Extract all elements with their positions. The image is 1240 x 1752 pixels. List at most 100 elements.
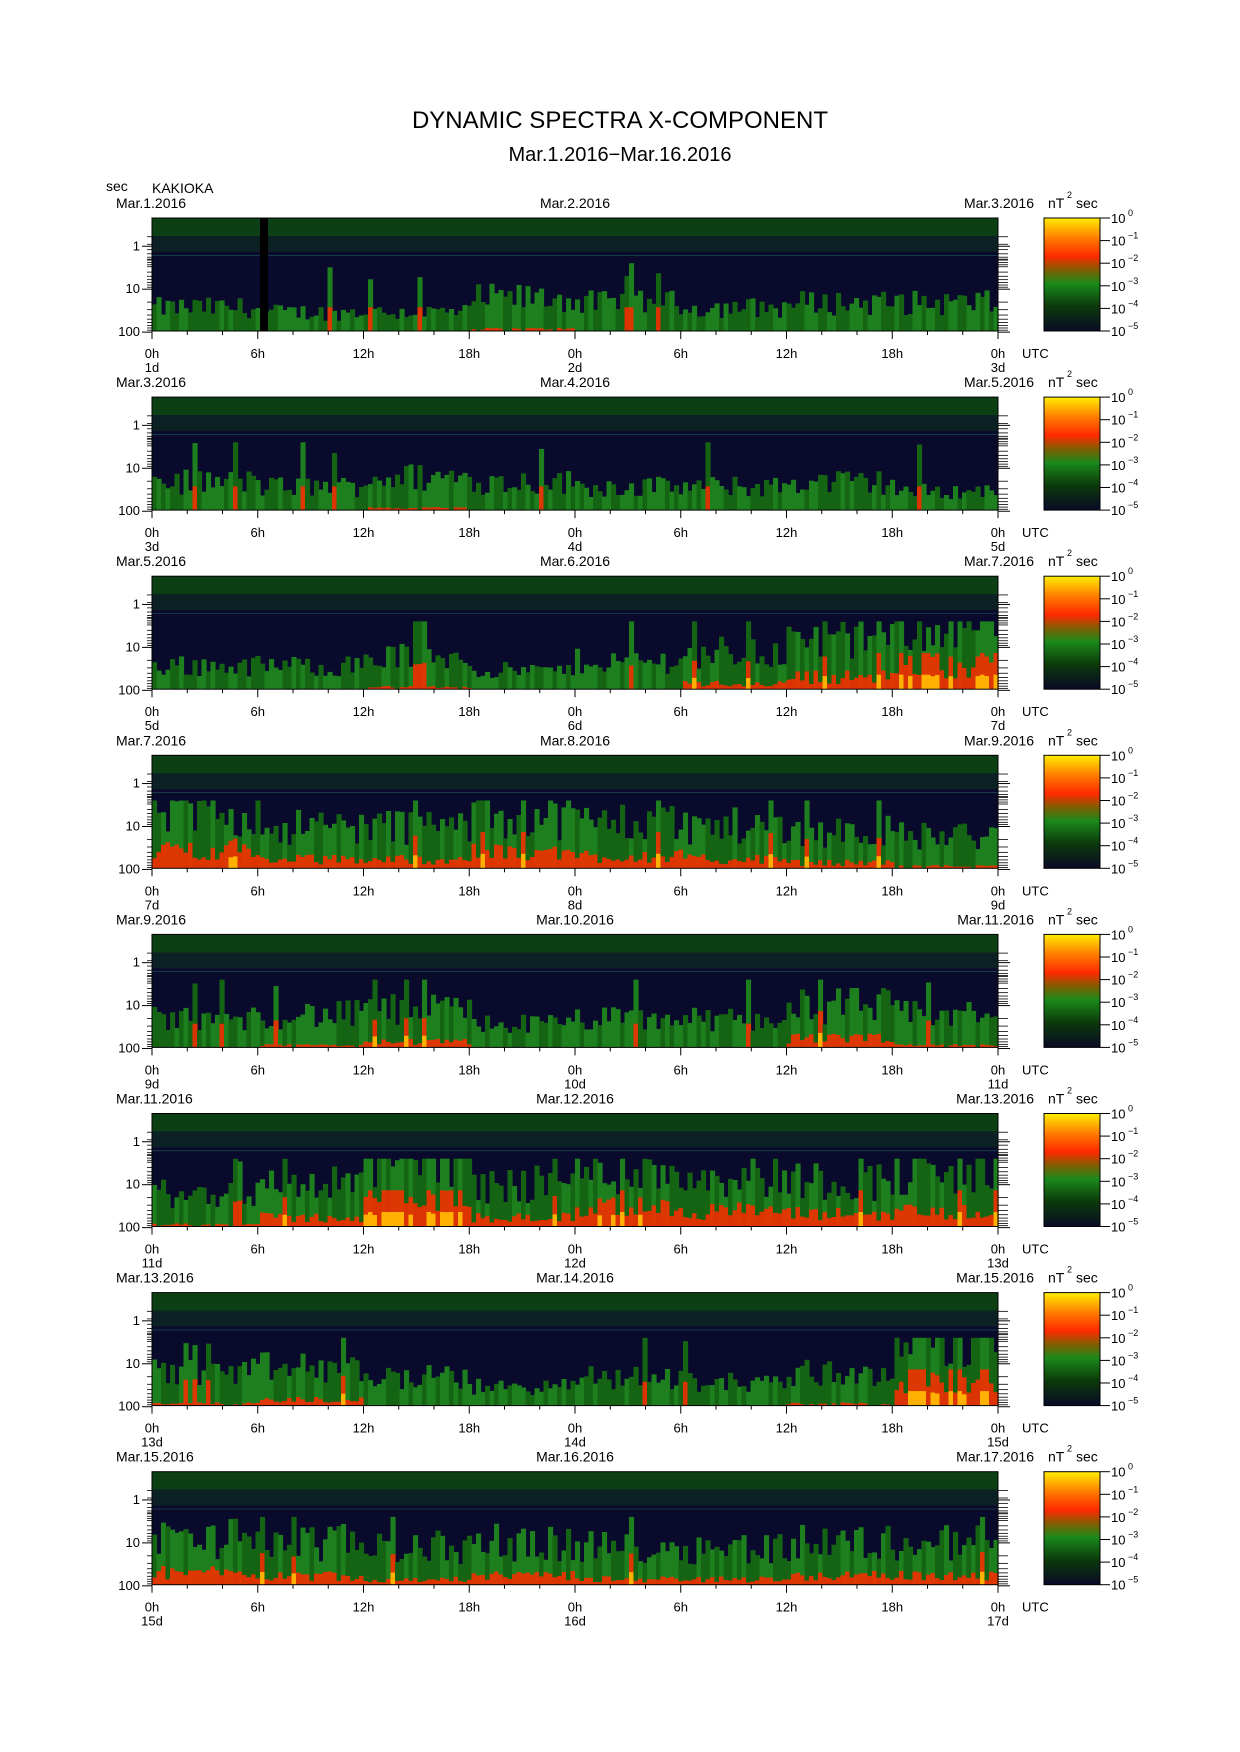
high-power-band	[903, 665, 909, 690]
peak-power-band	[917, 1391, 923, 1406]
panel-date-start: Mar.1.2016	[116, 195, 186, 211]
power-band	[449, 817, 455, 869]
power-band	[408, 666, 414, 690]
high-power-band	[431, 864, 437, 869]
power-band	[912, 290, 918, 331]
power-band	[431, 824, 437, 869]
power-band	[755, 1555, 761, 1585]
high-power-band	[422, 1581, 428, 1585]
high-power-band	[386, 1042, 392, 1048]
power-band	[399, 999, 405, 1048]
high-power-band	[966, 1045, 972, 1048]
power-band	[714, 303, 720, 331]
high-power-band	[966, 1578, 972, 1585]
high-power-band	[507, 846, 513, 869]
high-power-band	[971, 1044, 977, 1048]
power-band	[174, 1197, 180, 1227]
power-band	[363, 314, 369, 331]
high-power-band	[512, 848, 518, 869]
power-band	[575, 809, 581, 869]
high-power-band	[422, 1018, 428, 1048]
high-power-band	[282, 1045, 288, 1048]
x-tick-label: 12h	[776, 525, 798, 540]
power-band	[818, 822, 824, 869]
high-power-band	[179, 1571, 185, 1585]
high-power-band	[867, 1576, 873, 1585]
y-tick-label: 1	[133, 238, 140, 253]
power-band	[237, 1366, 243, 1406]
power-band	[170, 1012, 176, 1048]
high-power-band	[822, 1212, 828, 1227]
power-band	[840, 473, 846, 511]
high-power-band	[597, 1198, 603, 1227]
power-band	[849, 1551, 855, 1585]
power-band	[764, 664, 770, 690]
colorbar-tick-exponent: 0	[1128, 566, 1133, 576]
power-band	[525, 836, 531, 869]
power-band	[516, 285, 522, 331]
power-band	[282, 490, 288, 511]
power-band	[228, 809, 234, 869]
power-band	[768, 304, 774, 331]
power-band	[890, 306, 896, 331]
x-tick-label: 12h	[353, 525, 375, 540]
colorbar-tick-base: 10	[1111, 839, 1125, 854]
power-band	[354, 1174, 360, 1227]
power-band	[876, 1164, 882, 1227]
colorbar-tick-base: 10	[1111, 1174, 1125, 1189]
high-power-band	[714, 680, 720, 690]
colorbar-tick-base: 10	[1111, 569, 1125, 584]
high-power-band	[903, 1045, 909, 1048]
high-power-band	[309, 1580, 315, 1585]
power-band	[260, 834, 266, 869]
panel-date-start: Mar.5.2016	[116, 553, 186, 569]
power-band	[449, 653, 455, 690]
power-band	[359, 667, 365, 690]
power-band	[269, 477, 275, 511]
high-power-band	[647, 862, 653, 869]
high-power-band	[791, 1402, 797, 1406]
panel-date-end: Mar.9.2016	[964, 732, 1034, 748]
power-band	[296, 478, 302, 511]
power-band	[561, 1183, 567, 1227]
power-band	[507, 1032, 513, 1048]
colorbar-tick-base: 10	[1111, 748, 1125, 763]
colorbar-tick-exponent: −1	[1128, 1126, 1138, 1136]
high-power-band	[269, 1213, 275, 1227]
high-power-band	[453, 859, 459, 869]
power-band	[264, 1028, 270, 1048]
power-band	[386, 477, 392, 511]
power-band	[440, 1372, 446, 1406]
time-zone-label: UTC	[1022, 704, 1049, 719]
colorbar-unit-suffix: sec	[1076, 553, 1098, 569]
high-power-band	[525, 1572, 531, 1585]
high-power-band	[426, 686, 432, 690]
power-band	[377, 307, 383, 331]
power-band	[570, 486, 576, 511]
high-power-band	[588, 855, 594, 869]
power-band	[557, 1561, 563, 1585]
power-band	[660, 1542, 666, 1585]
high-power-band	[152, 1577, 158, 1585]
high-power-band	[336, 1046, 342, 1048]
y-tick-label: 10	[126, 818, 140, 833]
power-band	[831, 1382, 837, 1406]
high-power-band	[336, 1580, 342, 1585]
x-tick-label: 0h	[145, 883, 159, 898]
high-power-band	[791, 1574, 797, 1585]
high-power-band	[363, 1581, 369, 1585]
power-band	[372, 1386, 378, 1406]
high-power-band	[264, 858, 270, 869]
colorbar-tick-exponent: −4	[1128, 478, 1138, 488]
power-band	[242, 1030, 248, 1048]
power-band	[309, 672, 315, 690]
high-power-band	[755, 855, 761, 869]
y-tick-label: 100	[118, 324, 140, 339]
peak-power-band	[957, 1212, 963, 1227]
power-band	[282, 1550, 288, 1585]
power-band	[512, 1383, 518, 1406]
high-power-band	[863, 1041, 869, 1048]
power-band	[813, 481, 819, 511]
power-band	[291, 307, 297, 331]
power-band	[188, 490, 194, 511]
